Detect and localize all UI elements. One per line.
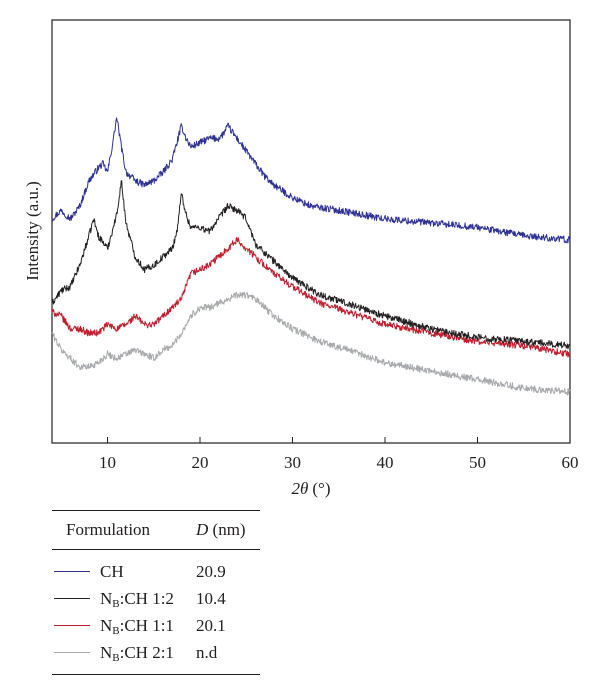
xrd-chart: 10 20 30 40 50 60 Intensity (a.u.) 2θ (°) [23,19,579,498]
series-line-0 [51,117,571,244]
table-top-rule [52,510,260,511]
header-d: D (nm) [196,520,246,540]
legend-swatch-nb-ch-1-1 [54,625,90,626]
x-tick-label: 10 [99,453,116,472]
legend-value-nb-ch-1-2: 10.4 [196,588,226,608]
x-tick-label: 50 [469,453,486,472]
legend-label-prefix: N [100,615,113,635]
x-axis-label: 2θ (°) [292,479,331,498]
legend-swatch-ch [54,571,90,572]
x-axis-label-symbol: 2θ [292,479,309,498]
legend-label-subscript: B [112,651,120,664]
y-axis-label: Intensity (a.u.) [23,181,42,281]
legend-label-prefix: N [100,642,113,662]
header-formulation: Formulation [66,520,151,539]
series-line-3 [51,291,571,396]
x-axis-label-unit: (°) [312,479,330,498]
legend-label-nb-ch-1-1: NB:CH 1:1 [100,615,196,637]
series-line-2 [51,236,571,358]
plot-frame [51,19,571,444]
legend-label-ch-text: CH [100,561,124,581]
legend-row-ch: CH 20.9 [52,558,260,585]
x-axis-ticks: 10 20 30 40 50 60 [99,437,579,472]
series-layer [51,117,571,396]
series-line-1 [51,180,571,350]
legend-label-subscript: B [112,597,120,610]
table-header-rule [52,549,260,550]
legend-table: Formulation D (nm) CH 20.9 NB:CH 1:2 10.… [52,510,260,675]
x-tick-label: 60 [562,453,579,472]
legend-label-rest: :CH 1:1 [119,615,174,635]
legend-label-rest: :CH 2:1 [119,642,174,662]
legend-label-ch: CH [100,562,196,582]
x-tick-label: 40 [377,453,394,472]
legend-row-nb-ch-1-1: NB:CH 1:1 20.1 [52,612,260,639]
header-d-unit: (nm) [212,520,246,539]
table-header: Formulation D (nm) [52,511,260,549]
legend-value-ch: 20.9 [196,561,226,581]
legend-label-prefix: N [100,588,113,608]
legend-value-nb-ch-2-1: n.d [196,642,218,662]
table-body: CH 20.9 NB:CH 1:2 10.4 NB:CH 1:1 20.1 NB… [52,550,260,674]
legend-label-rest: :CH 1:2 [119,588,174,608]
legend-label-subscript: B [112,624,120,637]
legend-swatch-nb-ch-1-2 [54,598,90,599]
header-d-symbol: D [196,520,209,539]
legend-row-nb-ch-1-2: NB:CH 1:2 10.4 [52,585,260,612]
table-bottom-rule [52,674,260,675]
x-tick-label: 20 [192,453,209,472]
legend-swatch-nb-ch-2-1 [54,652,90,653]
legend-value-nb-ch-1-1: 20.1 [196,615,226,635]
legend-label-nb-ch-1-2: NB:CH 1:2 [100,588,196,610]
legend-row-nb-ch-2-1: NB:CH 2:1 n.d [52,639,260,666]
x-tick-label: 30 [284,453,301,472]
legend-label-nb-ch-2-1: NB:CH 2:1 [100,642,196,664]
